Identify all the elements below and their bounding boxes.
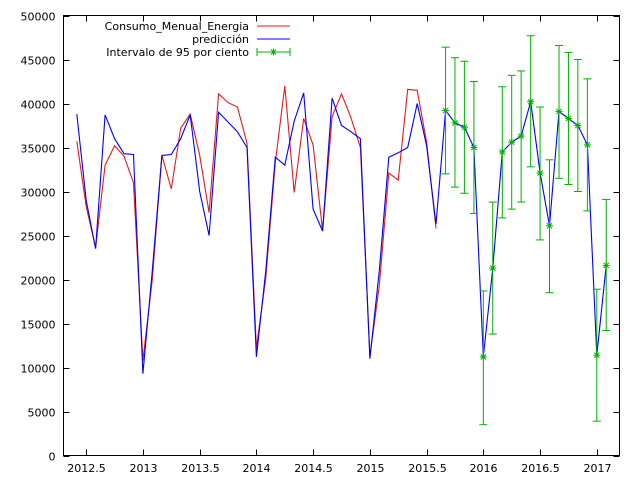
- error-bar-point: [479, 290, 488, 426]
- x-tick-label: 2013: [130, 462, 158, 475]
- error-bar-point: [507, 74, 516, 210]
- series-line-0: [76, 85, 437, 361]
- point-marker-d2: [442, 107, 449, 114]
- error-bar-point: [441, 46, 450, 175]
- point-marker-d2: [499, 148, 506, 155]
- error-bar-point: [592, 288, 601, 422]
- legend-label-0: Consumo_Menual_Energia: [105, 20, 249, 33]
- point-marker-d2: [537, 170, 544, 176]
- y-tick-label: 40000: [21, 99, 56, 112]
- point-marker-d2: [574, 122, 581, 129]
- y-tick-label: 0: [49, 451, 56, 464]
- point-marker-d2: [480, 353, 487, 360]
- y-tick-label: 30000: [21, 187, 56, 200]
- error-bar-point: [469, 81, 478, 214]
- x-tick-label: 2016: [470, 462, 498, 475]
- x-tick-label: 2012.5: [67, 462, 106, 475]
- point-marker-d2: [584, 141, 591, 148]
- legend-label-1: predicción: [192, 33, 249, 46]
- legend: Consumo_Menual_EnergiapredicciónInterval…: [105, 20, 291, 59]
- point-marker-d2: [452, 119, 458, 126]
- error-bar-point: [498, 86, 507, 219]
- error-bar-point: [583, 78, 592, 212]
- y-tick-label: 20000: [21, 275, 56, 288]
- error-bar-point: [450, 57, 459, 188]
- legend-marker-d2: [270, 49, 277, 55]
- x-tick-label: 2015: [357, 462, 385, 475]
- legend-swatch-2: [256, 48, 291, 56]
- plot-series: [76, 35, 611, 426]
- point-marker-d2: [527, 98, 534, 105]
- point-marker-d2: [546, 222, 553, 229]
- error-bar-point: [564, 51, 573, 185]
- y-tick-label: 10000: [21, 363, 56, 376]
- point-marker-d2: [565, 115, 572, 122]
- error-bar-point: [602, 198, 611, 332]
- error-bar-point: [545, 159, 554, 294]
- y-tick-label: 15000: [21, 319, 56, 332]
- y-tick-label: 45000: [21, 55, 56, 68]
- y-tick-label: 35000: [21, 143, 56, 156]
- y-tick-label: 50000: [21, 11, 56, 24]
- error-bar-point: [555, 44, 564, 179]
- error-bar-point: [536, 106, 545, 241]
- point-marker-d2: [593, 352, 600, 359]
- x-tick-label: 2016.5: [521, 462, 560, 475]
- y-tick-label: 25000: [21, 231, 56, 244]
- error-bar-point: [460, 60, 469, 194]
- x-tick-label: 2017: [584, 462, 612, 475]
- x-tick-label: 2014: [243, 462, 271, 475]
- point-marker-d2: [508, 139, 515, 146]
- series-line-1: [76, 92, 607, 374]
- x-tick-label: 2014.5: [294, 462, 333, 475]
- point-marker-d2: [518, 133, 525, 140]
- axis-ticks: 2012.5 2013 2013.5 2014 2014.5 2015 2015.5 2016…: [21, 11, 620, 475]
- point-marker-d2: [603, 262, 610, 269]
- error-bar-point: [517, 70, 526, 203]
- error-bar-point: [526, 35, 535, 168]
- error-bar-point: [488, 201, 497, 335]
- y-tick-label: 5000: [28, 407, 56, 420]
- legend-label-2: Intervalo de 95 por ciento: [106, 46, 249, 59]
- x-tick-label: 2015.5: [408, 462, 447, 475]
- error-bar-point: [573, 59, 582, 192]
- point-marker-d2: [461, 124, 468, 131]
- plot-frame: [63, 15, 620, 456]
- point-marker-d2: [470, 144, 477, 151]
- x-tick-label: 2013.5: [181, 462, 220, 475]
- point-marker-d2: [556, 108, 562, 115]
- point-marker-d2: [489, 265, 496, 272]
